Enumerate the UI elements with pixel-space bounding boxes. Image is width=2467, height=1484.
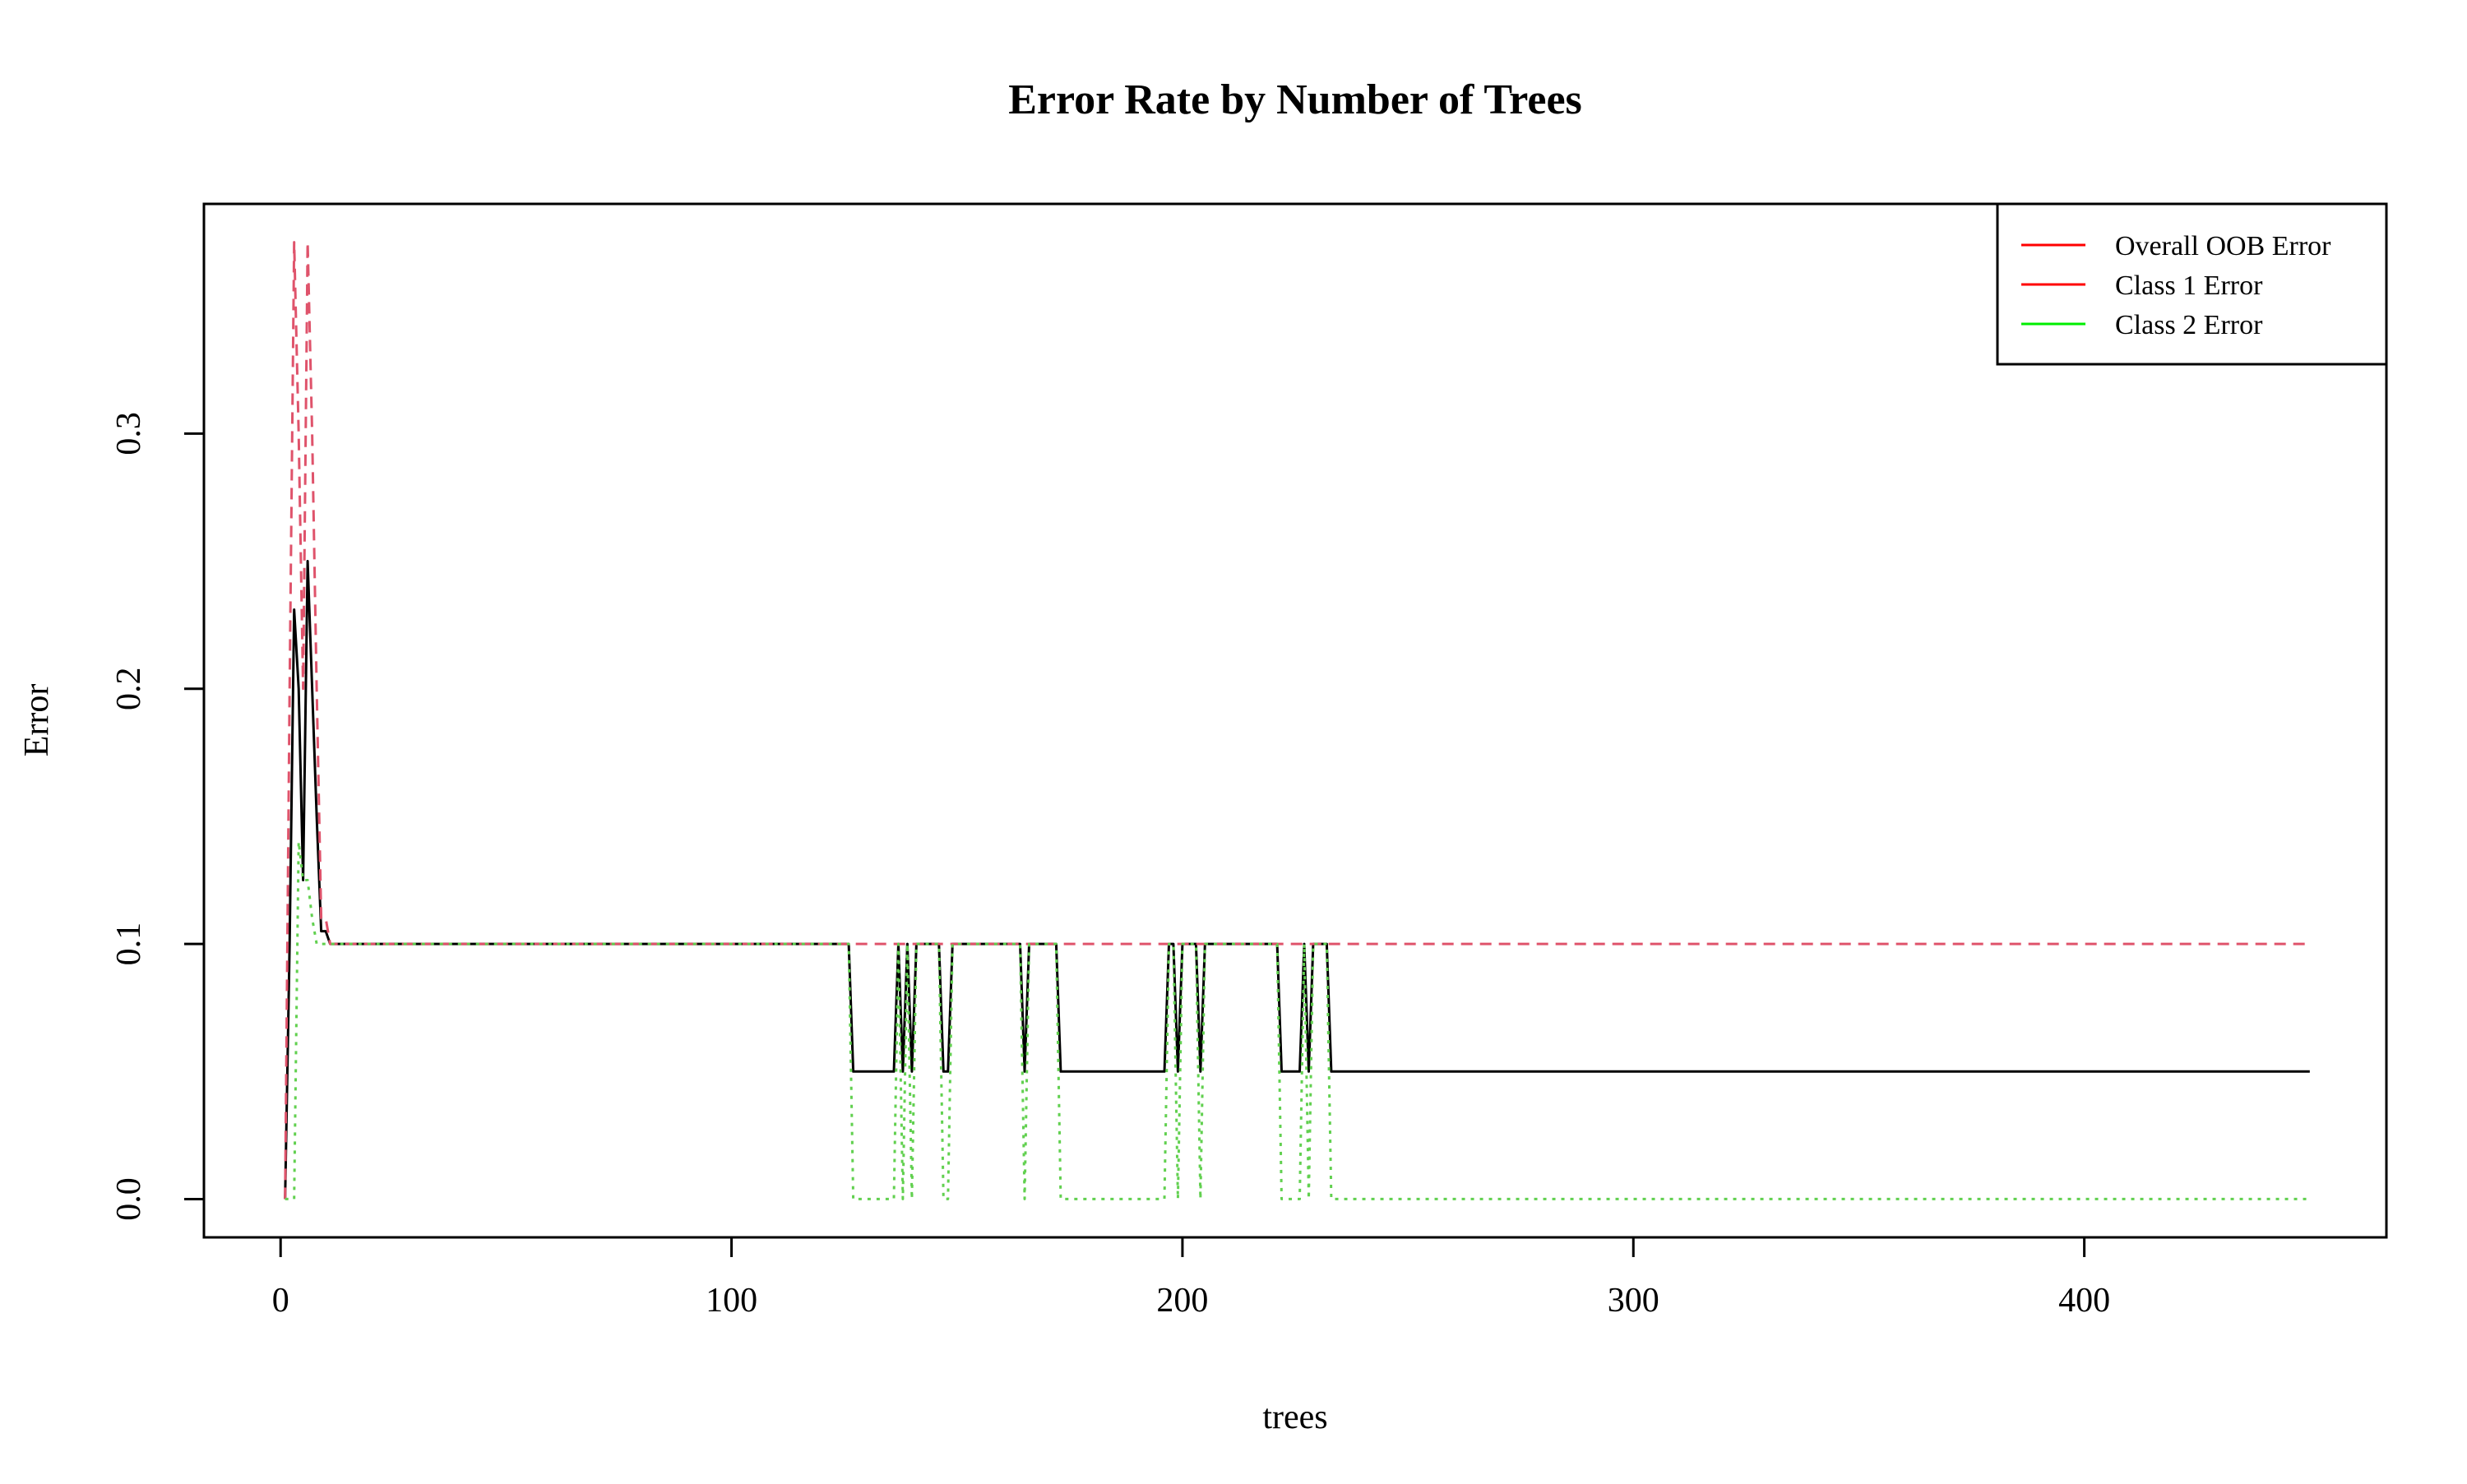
y-tick-label: 0.2 <box>110 667 148 710</box>
x-tick-label: 400 <box>2058 1282 2110 1320</box>
legend-label-1: Overall OOB Error <box>2115 231 2331 261</box>
legend-items: Overall OOB Error Class 1 Error Class 2 Er… <box>2021 231 2331 340</box>
y-tick-label: 0.0 <box>110 1177 148 1221</box>
series-lines <box>284 241 2310 1200</box>
series-line-1 <box>284 560 2310 1200</box>
x-tick-label: 300 <box>1608 1282 1659 1320</box>
chart-title: Error Rate by Number of Trees <box>1008 76 1582 123</box>
y-tick-label: 0.3 <box>110 412 148 455</box>
y-axis: 0.0 0.1 0.2 0.3 <box>110 412 206 1221</box>
y-axis-label: Error <box>18 684 56 757</box>
x-axis: 0 100 200 300 400 <box>272 1236 2110 1320</box>
legend-label-2: Class 1 Error <box>2115 270 2263 301</box>
series-line-3 <box>285 840 2310 1200</box>
x-tick-label: 0 <box>272 1282 289 1320</box>
series-line-2 <box>284 241 2310 1200</box>
x-tick-label: 200 <box>1156 1282 1208 1320</box>
y-tick-label: 0.1 <box>110 922 148 966</box>
legend-label-3: Class 2 Error <box>2115 310 2263 340</box>
legend: Overall OOB Error Class 1 Error Class 2 Er… <box>1996 202 2388 366</box>
x-axis-label: trees <box>1262 1398 1327 1436</box>
x-tick-label: 100 <box>706 1282 757 1320</box>
